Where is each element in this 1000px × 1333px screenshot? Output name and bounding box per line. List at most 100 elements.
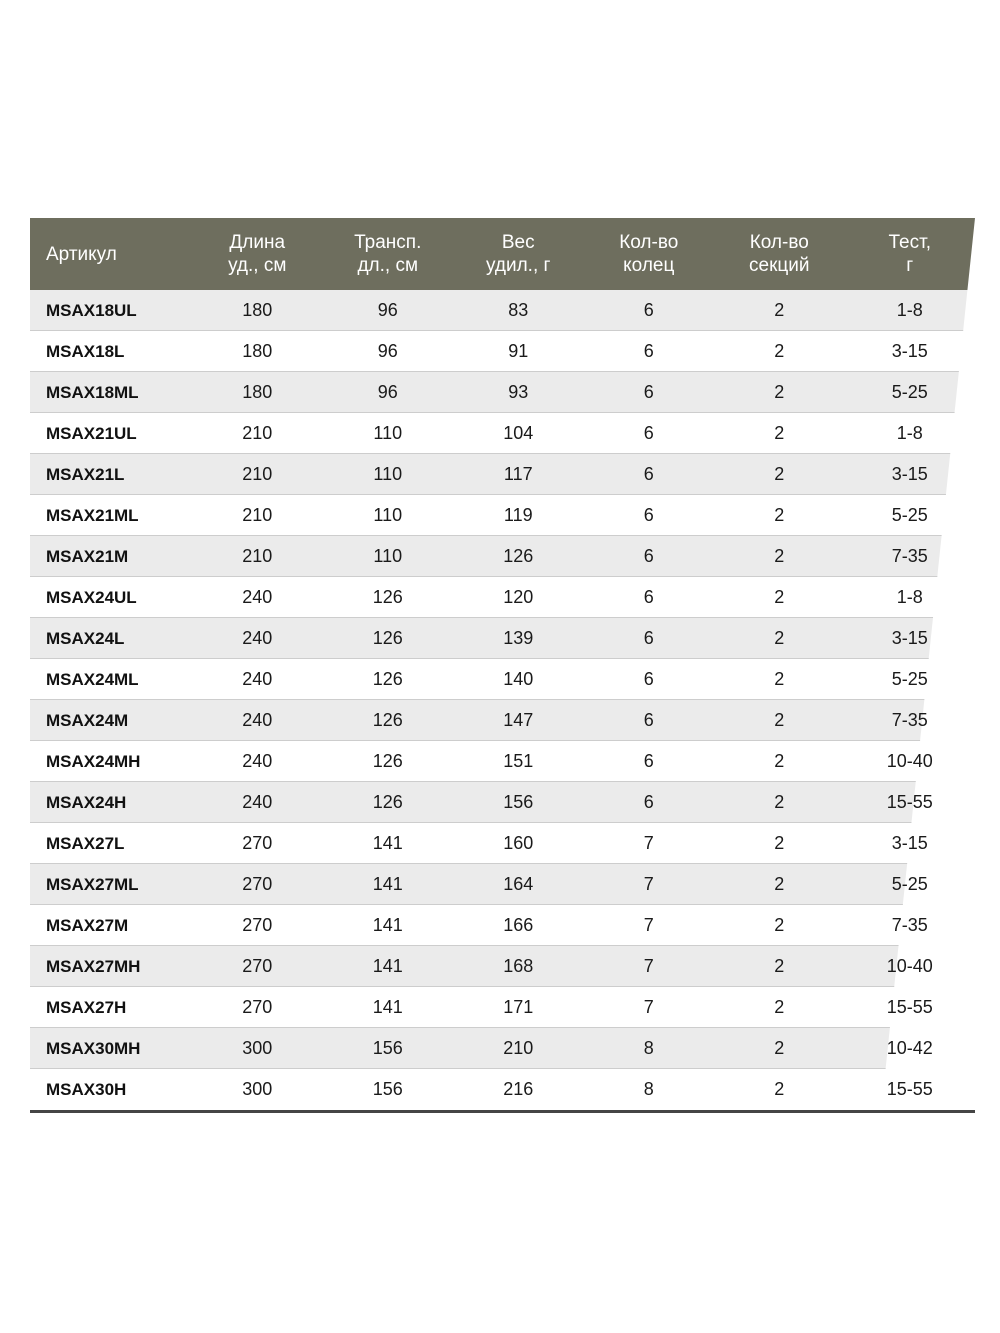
header-test: Тест, г <box>888 232 931 276</box>
table-row: MSAX24UL 240 126 120 6 2 1-8 <box>30 577 975 618</box>
rod-length-cell: 240 <box>242 710 273 730</box>
rod-weight-cell: 166 <box>503 915 534 935</box>
rod-length-cell: 270 <box>242 956 273 976</box>
transport-length-cell: 126 <box>372 587 403 607</box>
rod-weight-cell: 120 <box>503 587 534 607</box>
transport-length-cell: 156 <box>372 1038 403 1058</box>
guides-count-cell: 6 <box>643 382 654 402</box>
table-row: MSAX27M 270 141 166 7 2 7-35 <box>30 905 975 946</box>
transport-length-cell: 126 <box>372 710 403 730</box>
rod-length-cell: 180 <box>242 300 273 320</box>
transport-length-cell: 96 <box>377 300 398 320</box>
table-row: MSAX27MH 270 141 168 7 2 10-40 <box>30 946 975 987</box>
rod-weight-cell: 117 <box>503 464 533 484</box>
rod-weight-cell: 164 <box>503 874 534 894</box>
sections-count-cell: 2 <box>774 956 785 976</box>
header-sections-count: Кол-во секций <box>749 232 810 276</box>
table-row: MSAX18UL 180 96 83 6 2 1-8 <box>30 290 975 331</box>
article-cell: MSAX24ML <box>46 669 139 689</box>
rod-length-cell: 240 <box>242 792 273 812</box>
sections-count-cell: 2 <box>774 382 785 402</box>
guides-count-cell: 6 <box>643 669 654 689</box>
rod-weight-cell: 156 <box>503 792 534 812</box>
article-cell: MSAX18L <box>46 341 125 361</box>
test-cell: 1-8 <box>896 423 923 443</box>
rod-length-cell: 300 <box>242 1079 273 1099</box>
sections-count-cell: 2 <box>774 300 785 320</box>
guides-count-cell: 6 <box>643 300 654 320</box>
article-cell: MSAX24UL <box>46 587 137 607</box>
transport-length-cell: 126 <box>372 751 403 771</box>
sections-count-cell: 2 <box>774 792 785 812</box>
table-row: MSAX21L 210 110 117 6 2 3-15 <box>30 454 975 495</box>
rod-weight-cell: 168 <box>503 956 534 976</box>
test-cell: 7-35 <box>891 915 928 935</box>
article-cell: MSAX27MH <box>46 956 141 976</box>
transport-length-cell: 110 <box>373 464 403 484</box>
table-bottom-rule <box>30 1110 975 1113</box>
table-body: MSAX18UL 180 96 83 6 2 1-8 MSAX18L 180 9… <box>30 290 975 1110</box>
table-row: MSAX27H 270 141 171 7 2 15-55 <box>30 987 975 1028</box>
rod-weight-cell: 119 <box>503 505 533 525</box>
table-row: MSAX30MH 300 156 210 8 2 10-42 <box>30 1028 975 1069</box>
header-transport-length: Трансп. дл., см <box>354 232 422 276</box>
article-cell: MSAX18UL <box>46 300 137 320</box>
test-cell: 10-40 <box>886 751 933 771</box>
table-row: MSAX21M 210 110 126 6 2 7-35 <box>30 536 975 577</box>
guides-count-cell: 6 <box>643 341 654 361</box>
rod-weight-cell: 140 <box>503 669 534 689</box>
article-cell: MSAX30MH <box>46 1038 141 1058</box>
test-cell: 3-15 <box>891 833 928 853</box>
rod-length-cell: 240 <box>242 669 273 689</box>
test-cell: 1-8 <box>896 587 923 607</box>
transport-length-cell: 110 <box>373 423 403 443</box>
article-cell: MSAX27H <box>46 997 127 1017</box>
transport-length-cell: 126 <box>372 669 403 689</box>
sections-count-cell: 2 <box>774 669 785 689</box>
transport-length-cell: 96 <box>377 341 398 361</box>
transport-length-cell: 156 <box>372 1079 403 1099</box>
sections-count-cell: 2 <box>774 628 785 648</box>
test-cell: 15-55 <box>886 792 933 812</box>
rod-length-cell: 240 <box>242 628 273 648</box>
transport-length-cell: 96 <box>377 382 398 402</box>
test-cell: 5-25 <box>891 669 928 689</box>
rod-weight-cell: 171 <box>503 997 534 1017</box>
test-cell: 15-55 <box>886 1079 933 1099</box>
table-row: MSAX21ML 210 110 119 6 2 5-25 <box>30 495 975 536</box>
sections-count-cell: 2 <box>774 874 785 894</box>
guides-count-cell: 6 <box>643 628 654 648</box>
transport-length-cell: 141 <box>372 874 403 894</box>
rod-length-cell: 270 <box>242 997 273 1017</box>
header-row: Артикул Длина уд., см Трансп. дл., см Ве… <box>30 218 975 290</box>
spec-table: Артикул Длина уд., см Трансп. дл., см Ве… <box>30 218 975 1114</box>
sections-count-cell: 2 <box>774 1079 785 1099</box>
guides-count-cell: 6 <box>643 464 654 484</box>
article-cell: MSAX24MH <box>46 751 141 771</box>
sections-count-cell: 2 <box>774 751 785 771</box>
article-cell: MSAX27L <box>46 833 125 853</box>
article-cell: MSAX21M <box>46 546 129 566</box>
rod-weight-cell: 151 <box>503 751 534 771</box>
table-row: MSAX24H 240 126 156 6 2 15-55 <box>30 782 975 823</box>
rod-length-cell: 180 <box>242 382 273 402</box>
guides-count-cell: 6 <box>643 505 654 525</box>
table-row: MSAX21UL 210 110 104 6 2 1-8 <box>30 413 975 454</box>
transport-length-cell: 110 <box>373 505 403 525</box>
rod-length-cell: 300 <box>242 1038 273 1058</box>
rod-weight-cell: 83 <box>508 300 529 320</box>
rod-weight-cell: 91 <box>508 341 529 361</box>
table-row: MSAX27L 270 141 160 7 2 3-15 <box>30 823 975 864</box>
rod-length-cell: 210 <box>242 505 273 525</box>
rod-weight-cell: 147 <box>503 710 534 730</box>
table-row: MSAX24ML 240 126 140 6 2 5-25 <box>30 659 975 700</box>
transport-length-cell: 110 <box>373 546 403 566</box>
transport-length-cell: 141 <box>372 833 403 853</box>
sections-count-cell: 2 <box>774 997 785 1017</box>
guides-count-cell: 7 <box>643 997 654 1017</box>
test-cell: 3-15 <box>891 628 928 648</box>
guides-count-cell: 6 <box>643 423 654 443</box>
sections-count-cell: 2 <box>774 1038 785 1058</box>
table-row: MSAX24M 240 126 147 6 2 7-35 <box>30 700 975 741</box>
article-cell: MSAX21UL <box>46 423 137 443</box>
